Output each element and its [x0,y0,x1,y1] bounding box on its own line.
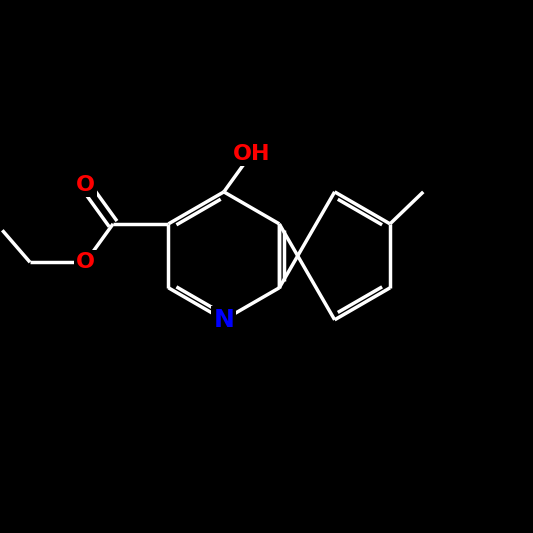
Text: N: N [213,308,235,332]
Text: O: O [76,252,95,272]
Text: O: O [76,175,95,196]
Text: OH: OH [233,143,270,164]
